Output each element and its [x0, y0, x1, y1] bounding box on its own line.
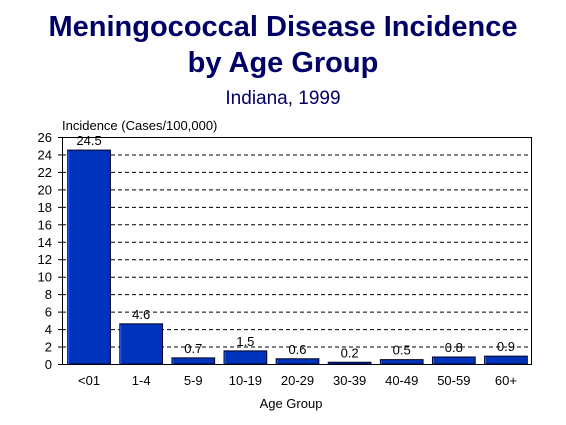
- x-tick-label: 30-39: [333, 373, 366, 388]
- bar: [224, 351, 267, 364]
- y-tick-label: 6: [45, 305, 52, 320]
- data-label: 0.2: [341, 345, 359, 360]
- y-tick-label: 18: [38, 200, 52, 215]
- y-tick-label: 26: [38, 130, 52, 145]
- x-tick-label: 40-49: [385, 373, 418, 388]
- y-tick-label: 10: [38, 270, 52, 285]
- y-tick-label: 0: [45, 357, 52, 372]
- data-label: 4.6: [132, 307, 150, 322]
- x-tick-label: <01: [78, 373, 100, 388]
- bar: [432, 357, 475, 364]
- data-label: 24.5: [76, 133, 101, 148]
- bar: [380, 360, 423, 364]
- x-tick-label: 20-29: [281, 373, 314, 388]
- x-tick-label: 5-9: [184, 373, 203, 388]
- data-label: 0.5: [393, 343, 411, 358]
- bar: [68, 150, 111, 364]
- bar: [120, 324, 163, 364]
- bar: [172, 358, 215, 364]
- x-tick-label: 50-59: [437, 373, 470, 388]
- x-tick-label: 1-4: [132, 373, 151, 388]
- y-tick-label: 12: [38, 252, 52, 267]
- bar: [276, 359, 319, 364]
- y-tick-label: 8: [45, 287, 52, 302]
- y-tick-label: 22: [38, 165, 52, 180]
- y-tick-label: 16: [38, 217, 52, 232]
- y-tick-label: 4: [45, 322, 52, 337]
- y-tick-label: 14: [38, 235, 52, 250]
- data-label: 1.5: [236, 334, 254, 349]
- data-label: 0.9: [497, 339, 515, 354]
- y-tick-label: 20: [38, 182, 52, 197]
- data-label: 0.6: [288, 342, 306, 357]
- data-label: 0.8: [445, 340, 463, 355]
- bar: [485, 356, 528, 364]
- x-tick-label: 60+: [495, 373, 517, 388]
- y-tick-label: 24: [38, 147, 52, 162]
- y-tick-label: 2: [45, 340, 52, 355]
- x-tick-label: 10-19: [229, 373, 262, 388]
- bar: [328, 362, 371, 364]
- data-label: 0.7: [184, 341, 202, 356]
